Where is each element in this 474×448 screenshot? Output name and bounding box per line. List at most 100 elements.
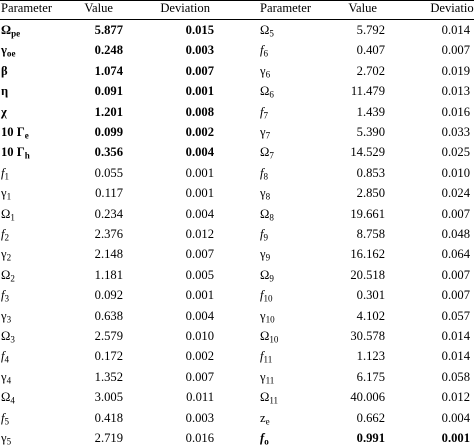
parameter-left: Ω4 — [1, 387, 15, 407]
deviation-left: 0.001 — [185, 288, 214, 303]
parameter-symbol: f — [260, 349, 264, 364]
table-row: f3 0.092 0.001 f10 0.301 0.007 — [0, 285, 474, 305]
table-row: γoe 0.248 0.003 f6 0.407 0.007 — [0, 40, 474, 60]
parameter-symbol: f — [1, 410, 5, 425]
parameter-symbol: Ω — [1, 267, 11, 282]
parameter-symbol: γ — [1, 431, 7, 445]
deviation-right: 0.014 — [441, 329, 470, 343]
value-left: 2.376 — [94, 227, 123, 241]
value-right: 20.518 — [350, 267, 385, 282]
parameter-right: f10 — [260, 285, 273, 305]
parameter-subscript: h — [24, 150, 30, 161]
parameter-left: f3 — [1, 285, 9, 305]
value-right: 16.162 — [350, 247, 385, 262]
value-right: 14.529 — [350, 145, 385, 160]
parameter-subscript: 10 — [263, 293, 273, 304]
table-row: γ3 0.638 0.004 γ10 4.102 0.057 — [0, 306, 474, 326]
value-right: 4.102 — [356, 308, 385, 323]
parameter-symbol: f — [260, 165, 264, 180]
deviation-left: 0.001 — [185, 165, 214, 180]
parameter-symbol: f — [260, 288, 264, 303]
deviation-left: 0.001 — [185, 84, 214, 99]
parameter-right: f7 — [260, 102, 268, 122]
deviation-right: 0.010 — [441, 165, 470, 180]
deviation-left: 0.008 — [185, 104, 214, 119]
value-right: 19.661 — [350, 206, 385, 221]
parameter-symbol: γ — [260, 186, 266, 201]
parameter-right: fo — [260, 428, 269, 448]
header-value-2: Value — [348, 1, 377, 15]
parameter-subscript: 2 — [10, 273, 15, 284]
parameter-right: ze — [260, 408, 270, 428]
header-row: Parameter Value Deviation Parameter Valu… — [0, 0, 474, 18]
parameter-subscript: 7 — [265, 130, 271, 141]
parameter-symbol: f — [260, 227, 264, 241]
value-left: 0.172 — [94, 349, 123, 364]
parameter-symbol: Ω — [260, 206, 270, 221]
parameter-right: γ7 — [260, 122, 270, 142]
value-left: 1.352 — [94, 369, 123, 384]
value-left: 0.356 — [94, 145, 123, 160]
value-left: 5.877 — [94, 23, 123, 37]
parameter-subscript: oe — [6, 48, 16, 59]
parameter-subscript: o — [264, 436, 269, 447]
parameter-symbol: f — [1, 349, 5, 364]
table-row: Ω1 0.234 0.004 Ω8 19.661 0.007 — [0, 204, 474, 224]
deviation-right: 0.025 — [441, 145, 470, 160]
parameter-subscript: 7 — [263, 109, 269, 120]
deviation-left: 0.005 — [185, 267, 214, 282]
parameter-subscript: 5 — [6, 436, 12, 447]
value-left: 0.055 — [94, 165, 123, 180]
parameter-symbol: f — [260, 104, 264, 119]
value-left: 0.638 — [94, 308, 123, 323]
deviation-left: 0.002 — [185, 125, 214, 139]
value-left: 2.579 — [94, 329, 123, 343]
deviation-left: 0.002 — [185, 349, 214, 364]
value-right: 5.792 — [356, 23, 385, 37]
deviation-left: 0.010 — [185, 329, 214, 343]
parameter-symbol: Ω — [1, 206, 11, 221]
deviation-right: 0.007 — [441, 267, 470, 282]
deviation-right: 0.024 — [441, 186, 470, 201]
value-left: 0.234 — [94, 206, 123, 221]
parameter-subscript: 6 — [265, 69, 271, 80]
deviation-right: 0.012 — [441, 390, 470, 405]
header-deviation-1: Deviation — [160, 1, 210, 15]
parameter-symbol: Ω — [260, 267, 270, 282]
table-row: γ5 2.719 0.016 fo 0.991 0.001 — [0, 428, 474, 448]
parameter-right: γ11 — [260, 367, 274, 387]
table-row: f1 0.055 0.001 f8 0.853 0.010 — [0, 163, 474, 183]
parameter-symbol: f — [260, 431, 265, 445]
parameter-right: γ10 — [260, 306, 275, 326]
parameter-subscript: 2 — [4, 232, 10, 243]
table-row: Ω2 1.181 0.005 Ω9 20.518 0.007 — [0, 265, 474, 285]
table-row: η 0.091 0.001 Ω6 11.479 0.013 — [0, 81, 474, 101]
deviation-right: 0.007 — [441, 206, 470, 221]
table-row: f5 0.418 0.003 ze 0.662 0.004 — [0, 408, 474, 428]
table-row: γ1 0.117 0.001 γ8 2.850 0.024 — [0, 183, 474, 203]
value-left: 1.201 — [94, 104, 123, 119]
value-right: 40.006 — [350, 390, 385, 405]
parameter-subscript: 4 — [4, 354, 10, 365]
deviation-right: 0.019 — [441, 63, 470, 78]
parameter-subscript: 3 — [4, 293, 10, 304]
deviation-right: 0.064 — [441, 247, 470, 262]
parameter-symbol: f — [1, 227, 5, 241]
parameter-symbol: Ω — [1, 23, 12, 37]
parameter-right: f9 — [260, 224, 268, 244]
deviation-left: 0.011 — [186, 390, 214, 405]
parameter-left: Ω1 — [1, 204, 15, 224]
table-row: Ωpe 5.877 0.015 Ω5 5.792 0.014 — [0, 20, 474, 40]
parameter-right: Ω8 — [260, 204, 274, 224]
parameter-symbol: γ — [260, 125, 266, 139]
parameter-right: γ9 — [260, 244, 270, 264]
parameter-symbol: γ — [260, 308, 266, 323]
parameter-symbol: Ω — [260, 145, 270, 160]
parameter-subscript: 8 — [265, 191, 271, 202]
parameter-subscript: 11 — [263, 354, 273, 365]
table-row: γ2 2.148 0.007 γ9 16.162 0.064 — [0, 244, 474, 264]
parameter-symbol: χ — [1, 104, 7, 119]
table-row: χ 1.201 0.008 f7 1.439 0.016 — [0, 102, 474, 122]
deviation-right: 0.033 — [441, 125, 470, 139]
parameter-symbol: Ω — [260, 84, 270, 99]
